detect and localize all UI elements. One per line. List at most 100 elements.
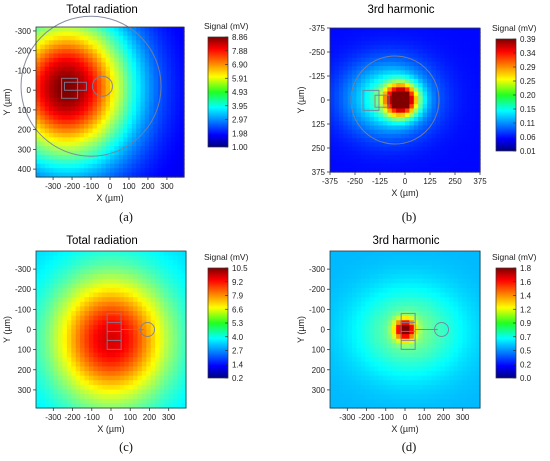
heatmap-cell [475,398,481,404]
heatmap-cell [466,347,472,354]
heatmap-cell [418,112,424,118]
heatmap-cell [387,283,393,289]
heatmap-cell [66,154,72,160]
heatmap-cell [102,384,108,391]
heatmap-cell [418,138,424,143]
heatmap-cell [53,35,59,41]
heatmap-cell [127,172,133,178]
heatmap-cell [166,110,172,116]
heatmap-cell [96,102,102,108]
heatmap-cell [365,306,371,312]
heatmap-cell [382,260,388,266]
heatmap-cell [127,40,133,46]
heatmap-cell [57,128,63,134]
heatmap-cell [444,57,450,63]
heatmap-cell [177,403,183,409]
heatmap-cell [457,375,463,381]
heatmap-cell [97,301,103,308]
heatmap-cell [96,172,102,178]
heatmap-cell [422,398,428,404]
heatmap-cell [40,398,46,404]
heatmap-cell [347,375,353,381]
heatmap-cell [179,132,185,138]
heatmap-cell [409,167,415,173]
heatmap-cell [146,283,152,289]
colorbar-tick-label: 7.88 [232,47,248,56]
heatmap-cell [400,371,406,377]
heatmap-cell [84,320,90,326]
heatmap-cell [114,62,120,68]
heatmap-cell [62,264,68,271]
heatmap-cell [80,361,86,368]
heatmap-cell [343,297,349,303]
heatmap-cell [40,88,46,94]
heatmap-cell [133,297,139,303]
heatmap-cell [146,269,152,275]
heatmap-cell [133,311,139,317]
heatmap-cell [347,78,353,84]
heatmap-cell [79,62,85,68]
heatmap-cell [400,380,406,386]
heatmap-cell [70,93,76,99]
heatmap-cell [387,389,393,395]
heatmap-cell [462,301,468,308]
heatmap-cell [387,28,393,33]
heatmap-cell [365,78,371,84]
heatmap-cell [88,366,94,372]
heatmap-cell [49,71,55,77]
heatmap-cell [440,142,446,148]
heatmap-cell [53,102,59,108]
heatmap-cell [62,102,68,108]
heatmap-cell [58,260,64,266]
heatmap-cell [181,352,187,358]
heatmap-cell [374,36,380,42]
heatmap-cell [435,100,441,105]
heatmap-cell [75,292,81,298]
heatmap-cell [66,403,72,409]
heatmap-cell [378,389,384,395]
heatmap-cell [334,95,340,101]
heatmap-cell [466,264,472,271]
heatmap-cell [378,251,384,257]
heatmap-cell [49,320,55,326]
heatmap-cell [409,269,415,275]
heatmap-cell [118,93,124,99]
heatmap-cell [70,102,76,108]
heatmap-cell [40,251,46,257]
heatmap-cell [105,71,111,77]
heatmap-cell [144,115,150,121]
heatmap-cell [93,375,99,381]
heatmap-cell [84,338,90,344]
colorbar-tick-label: 2.97 [232,116,248,125]
heatmap-cell [111,384,117,391]
heatmap-cell [374,40,380,46]
heatmap-cell [466,133,472,139]
heatmap-cell [471,255,477,261]
heatmap-cell [179,159,185,165]
heatmap-cell [356,274,362,280]
heatmap-cell [444,283,450,289]
heatmap-cell [36,53,41,59]
heatmap-cell [378,100,384,105]
heatmap-cell [449,306,455,312]
heatmap-cell [88,347,94,354]
heatmap-cell [119,283,125,289]
heatmap-cell [62,251,68,257]
heatmap-cell [352,146,358,152]
heatmap-cell [110,102,115,108]
heatmap-cell [453,108,459,114]
heatmap-cell [418,146,424,152]
heatmap-cell [338,32,344,38]
heatmap-cell [462,40,468,46]
heatmap-cell [49,389,55,395]
heatmap-cell [391,121,397,127]
heatmap-cell [83,44,89,50]
heatmap-cell [66,366,72,372]
heatmap-cell [40,159,46,165]
heatmap-cell [418,155,424,160]
heatmap-cell [457,389,463,395]
heatmap-cell [409,324,415,331]
heatmap-cell [70,128,76,134]
heatmap-cell [137,343,143,349]
heatmap-cell [172,352,178,358]
